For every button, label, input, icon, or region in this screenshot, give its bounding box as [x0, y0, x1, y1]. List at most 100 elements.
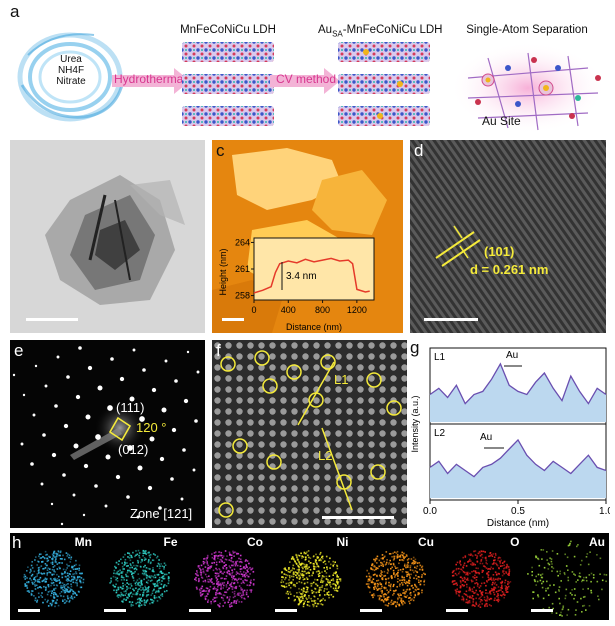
hydrothermal-label: Hydrothermal: [114, 72, 187, 86]
water-swirl-icon: [17, 32, 124, 122]
diffraction-spot: [194, 419, 198, 423]
c-xlabel: Distance (nm): [286, 322, 342, 332]
scale-bar-h: [274, 609, 297, 612]
cv-arrow-icon: [270, 68, 340, 94]
au-site-label: Au Site: [482, 114, 521, 128]
eds-map-image: [108, 549, 170, 608]
height-profile-line: [253, 257, 370, 294]
diffraction-spot: [12, 373, 16, 377]
tem-nanosheet-image: [10, 140, 205, 333]
g-au-label-1: Au: [506, 350, 518, 361]
diffraction-spot: [159, 456, 165, 462]
diffraction-spot: [110, 357, 114, 361]
eds-map-fe: Fe: [95, 533, 182, 620]
scale-bar-c: [222, 318, 244, 321]
diffraction-spot: [83, 463, 89, 469]
saed-angle: 120 °: [136, 420, 167, 435]
diffraction-spot: [20, 442, 24, 446]
diffraction-spot: [44, 384, 48, 388]
diffraction-spot: [62, 473, 66, 477]
diffraction-spot: [104, 504, 108, 508]
diffraction-spot: [132, 348, 136, 352]
l1-profile-area: [430, 363, 606, 422]
eds-map-label-au: Au: [589, 535, 605, 549]
lattice-fringes-image: [410, 140, 606, 333]
eds-map-co: Co: [181, 533, 267, 620]
l2-profile-area: [430, 439, 606, 498]
g-xlabel: Distance (nm): [487, 518, 549, 529]
diffraction-spot: [87, 365, 93, 371]
eds-map-image: [279, 550, 341, 608]
diffraction-spot: [82, 513, 86, 517]
l2-profile-line: [429, 438, 607, 478]
afm-profile-chart: 258 261 264 0 400 800 1200 Height (nm) Distan…: [218, 237, 375, 332]
diffraction-pattern-image: [10, 340, 205, 528]
eds-map-image: [527, 540, 608, 617]
c-xtick-label-400: 400: [281, 305, 296, 315]
c-ylabel: Height (nm): [218, 248, 228, 295]
c-ytick-label-258: 258: [235, 291, 250, 301]
panel-label-d: d: [414, 141, 424, 160]
eds-map-image: [23, 550, 85, 608]
eds-map-image: [365, 550, 426, 608]
scale-bar-h: [445, 609, 468, 612]
diffraction-spot: [95, 434, 101, 440]
scale-bar-h: [531, 609, 553, 612]
scale-bar-h: [360, 609, 382, 612]
eds-map-au: Au: [523, 533, 609, 620]
diffraction-spot: [127, 445, 133, 451]
eds-map-ni: Ni: [266, 533, 353, 620]
diffraction-spot: [119, 376, 125, 382]
diffraction-spot: [85, 414, 91, 420]
eds-map-label-cu: Cu: [418, 535, 434, 549]
scale-bar-f: [322, 516, 394, 519]
diffraction-spot: [72, 493, 76, 497]
diffraction-spot: [115, 474, 121, 480]
eds-map-label-co: Co: [247, 535, 263, 549]
g-xtick-label-0: 0.0: [423, 506, 437, 517]
separation-title: Single-Atom Separation: [466, 24, 588, 36]
diffraction-spot: [147, 485, 153, 491]
c-xtick-label-0: 0: [251, 305, 256, 315]
g-au-label-2: Au: [480, 432, 492, 443]
saed-index-1: (111): [116, 400, 145, 415]
panel-label-e: e: [14, 341, 24, 360]
diffraction-spot: [73, 443, 79, 449]
diffraction-spot: [161, 407, 167, 413]
reagent-nitrate: Nitrate: [56, 76, 86, 87]
hydrothermal-arrow-icon: [112, 68, 190, 94]
inset-plot-frame: [253, 237, 375, 301]
au-ldh-title-text: MnFeCoNiCu LDH: [346, 24, 443, 36]
diffraction-spot: [34, 364, 38, 368]
saed-index-2: (012): [118, 442, 149, 457]
scale-bar-b: [26, 318, 78, 321]
eds-map-label-mn: Mn: [74, 535, 92, 549]
diffraction-spot: [78, 346, 82, 350]
diffraction-spot: [126, 495, 130, 499]
g-series-l2: L2: [434, 428, 446, 439]
diffraction-spot: [164, 359, 168, 363]
single-atom-structure-image: [450, 42, 606, 134]
diffraction-spot: [75, 394, 81, 400]
diffraction-spot: [180, 497, 184, 501]
reagent-urea: Urea: [60, 54, 82, 65]
g-xtick-label-0.5: 0.5: [511, 506, 525, 517]
diffraction-spot: [30, 462, 34, 466]
eds-map-cu: Cu: [352, 533, 438, 620]
diffraction-spot: [51, 452, 57, 458]
eds-map-label-o: O: [510, 535, 520, 549]
diffraction-spot: [63, 423, 69, 429]
diffraction-spot: [182, 448, 186, 452]
eds-map-image: [194, 550, 255, 608]
ldh-layers-image: [182, 42, 274, 126]
diffraction-spot: [170, 477, 174, 481]
au-ldh-layers-image: [338, 42, 430, 126]
diffraction-spot: [151, 387, 157, 393]
eds-map-o: O: [437, 533, 524, 620]
diffraction-spot: [186, 350, 190, 354]
au-atom-circles: [218, 350, 402, 518]
diffraction-spot: [158, 506, 162, 510]
intensity-profile-chart: L1 L2 Au Au 0.0 0.5 1.0 Intensity (a.u.) D…: [410, 347, 610, 529]
panel-label-a: a: [10, 2, 20, 21]
ldh-title: MnFeCoNiCu LDH: [180, 24, 276, 36]
